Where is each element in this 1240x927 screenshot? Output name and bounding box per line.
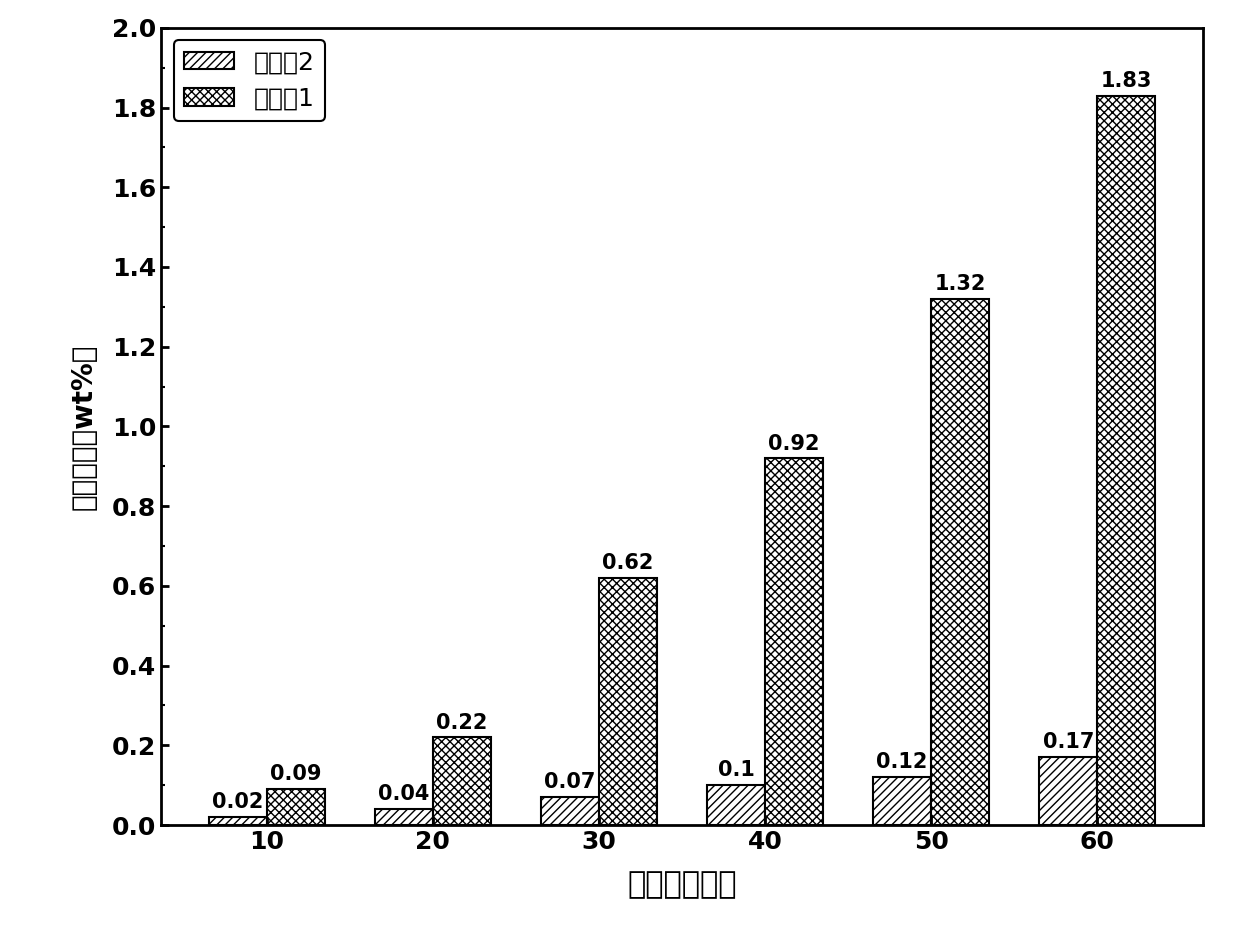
Text: 1.83: 1.83 xyxy=(1101,70,1152,91)
Text: 0.17: 0.17 xyxy=(1043,732,1094,753)
Text: 0.92: 0.92 xyxy=(769,434,820,453)
X-axis label: 时间（分钟）: 时间（分钟） xyxy=(627,870,737,899)
Bar xyxy=(374,809,433,825)
Text: 0.22: 0.22 xyxy=(436,713,487,732)
Legend: 实施例2, 对比例1: 实施例2, 对比例1 xyxy=(174,40,325,121)
Bar xyxy=(599,578,657,825)
Text: 0.09: 0.09 xyxy=(270,765,321,784)
Bar xyxy=(931,298,990,825)
Text: 0.1: 0.1 xyxy=(718,760,754,781)
Bar xyxy=(873,777,931,825)
Bar xyxy=(1097,95,1156,825)
Text: 1.32: 1.32 xyxy=(935,274,986,294)
Text: 0.04: 0.04 xyxy=(378,784,429,805)
Text: 0.02: 0.02 xyxy=(212,793,263,812)
Text: 0.12: 0.12 xyxy=(877,753,928,772)
Y-axis label: 重量损失（wt%）: 重量损失（wt%） xyxy=(71,343,98,510)
Bar xyxy=(433,737,491,825)
Text: 0.62: 0.62 xyxy=(603,553,653,573)
Bar xyxy=(707,785,765,825)
Bar xyxy=(541,797,599,825)
Bar xyxy=(208,817,267,825)
Bar xyxy=(1039,757,1097,825)
Bar xyxy=(765,458,823,825)
Bar xyxy=(267,789,325,825)
Text: 0.07: 0.07 xyxy=(544,772,595,793)
